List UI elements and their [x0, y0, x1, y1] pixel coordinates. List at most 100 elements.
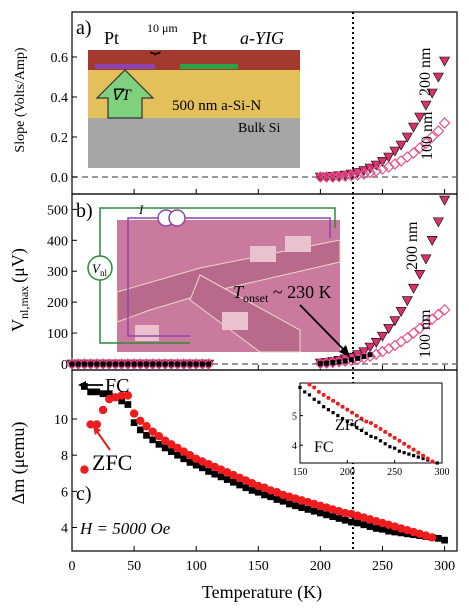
inset-point [355, 425, 359, 430]
panel-a-point [401, 151, 414, 163]
panel-b-point [320, 357, 333, 369]
panel-b-point [333, 355, 345, 368]
inset-point [402, 451, 406, 455]
panel-b-point [401, 296, 413, 307]
panel-a-point [420, 137, 432, 149]
x-tick-label: 50 [127, 559, 141, 574]
zfc-arrowhead [93, 426, 101, 435]
inset-point [335, 401, 340, 406]
panel-a-point [370, 165, 383, 177]
device-pad-4 [285, 236, 311, 252]
panel-c-point [179, 447, 188, 456]
panel-c-point [292, 502, 299, 510]
panel-a-point [395, 140, 407, 151]
vnl-label: Vnl [92, 261, 107, 278]
panel-c-point [435, 534, 442, 542]
inset-point [421, 453, 426, 458]
panel-c-point [385, 527, 393, 535]
panel-b-point [376, 331, 388, 342]
panel-b-point [94, 361, 100, 367]
panel-c-point [248, 487, 256, 494]
panel-c-point [148, 427, 157, 436]
panel-c-point [99, 390, 107, 398]
bulk-si-layer [88, 118, 300, 168]
inset-point [407, 452, 411, 456]
spacing-label: 10 μm [147, 21, 178, 35]
panel-b-point [131, 361, 137, 367]
inset-point [435, 461, 439, 465]
inset-point [321, 392, 326, 397]
panel-c-point [154, 431, 164, 441]
panel-b-point [370, 348, 383, 360]
inset-point [369, 421, 373, 425]
panel-a-ytick-label: 0.2 [51, 131, 69, 146]
panel-b-point [324, 360, 329, 366]
panel-b-ytick-label: 0 [61, 358, 68, 373]
current-source-circle-2 [168, 209, 186, 227]
panel-b-point [408, 283, 420, 294]
panel-b-point [175, 361, 180, 367]
panel-b-point [351, 353, 364, 366]
panel-b-point [162, 361, 168, 367]
inset-point [392, 435, 397, 440]
panel-c-point [205, 468, 212, 475]
zfc-label: ZFC [92, 450, 132, 475]
panel-b-point [438, 304, 451, 316]
panel-b-200nm-label: 200 nm [404, 221, 421, 270]
inset-point [378, 439, 383, 443]
panel-b-point [439, 195, 451, 206]
panel-a-point [432, 125, 445, 137]
panel-b-point [137, 361, 143, 367]
panel-a-ytick-label: 0.4 [51, 91, 69, 106]
vnl-main: V [92, 261, 102, 276]
panel-b-point [364, 342, 376, 353]
panel-a-point [407, 147, 420, 159]
panel-c-point [143, 431, 150, 439]
panel-b-point [401, 331, 414, 344]
inset-point [364, 419, 369, 424]
inset-point [303, 390, 307, 394]
panel-b-point [370, 338, 382, 348]
panel-b-ytick-label: 300 [47, 265, 68, 280]
inset-point [416, 455, 420, 459]
inset-point [316, 389, 321, 394]
inset-point [345, 419, 349, 424]
inset-point [421, 456, 425, 461]
panel-b-point [339, 355, 352, 368]
panel-c-inset: 150 200 250 300 4 5 ZFC FC [292, 382, 450, 478]
voltmeter-circle [87, 255, 113, 281]
panel-b-point [317, 360, 323, 366]
panel-b-point [200, 361, 205, 367]
panel-c-point [118, 397, 126, 405]
inset-point [354, 413, 359, 418]
panel-c-point [161, 444, 169, 452]
panel-b-point [336, 359, 342, 365]
panel-c-point [80, 465, 89, 474]
panel-a-ylabel: Slope (Volts/Amp) [13, 47, 28, 152]
panel-c-ytick-label: 10 [54, 413, 68, 428]
panel-a-point [426, 88, 438, 99]
panel-a-100nm-label: 100 nm [419, 111, 436, 160]
panel-b-point [432, 217, 444, 228]
inset-point [387, 432, 392, 437]
inset-xtick-label: 250 [387, 467, 402, 478]
inset-point [430, 459, 435, 464]
onset-rest: ~ 230 K [268, 282, 331, 302]
panel-c-point [397, 529, 405, 537]
panel-b-point [358, 351, 370, 364]
inset-point [369, 434, 373, 438]
spacing-brace: ⏟ [150, 34, 161, 55]
current-label: I [138, 202, 144, 217]
inset-point [340, 404, 345, 409]
panel-a-point [333, 170, 345, 183]
panel-c-label: c) [76, 483, 92, 505]
panel-a-point [351, 169, 364, 181]
inset-point [326, 408, 330, 412]
panel-c-point [304, 506, 312, 513]
panel-b-point [420, 254, 432, 265]
onset-arrowhead [339, 345, 350, 357]
panel-b-point [330, 360, 336, 365]
inset-point [307, 393, 312, 397]
panel-a-point [432, 72, 444, 83]
panel-c-point [92, 420, 102, 429]
